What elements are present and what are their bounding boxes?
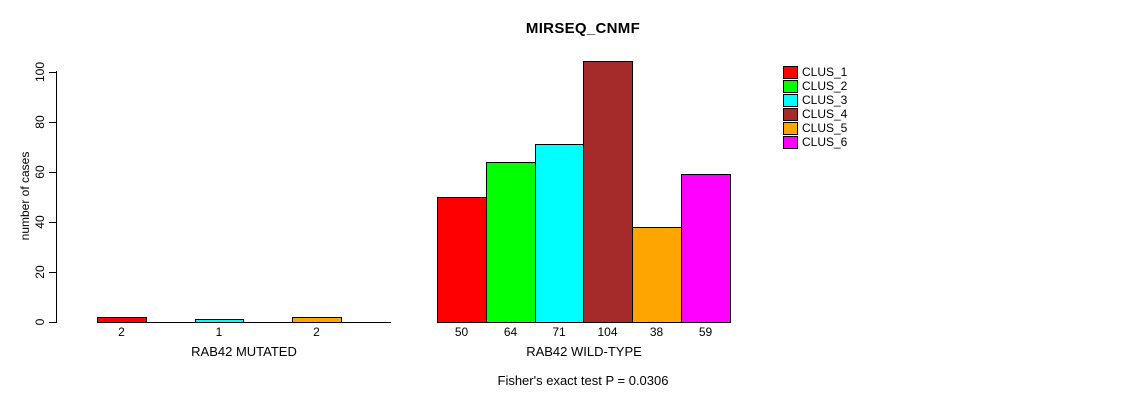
- legend-item-clus_3: CLUS_3: [783, 94, 847, 107]
- legend-item-clus_1: CLUS_1: [783, 66, 847, 79]
- legend-label: CLUS_6: [802, 135, 848, 149]
- legend-swatch-icon: [783, 136, 798, 149]
- legend-swatch-icon: [783, 80, 798, 93]
- legend-item-clus_6: CLUS_6: [783, 136, 847, 149]
- x-axis-group-label: RAB42 MUTATED: [191, 344, 297, 359]
- bar-value-label: 2: [118, 325, 125, 339]
- bar-value-label: 104: [597, 325, 618, 339]
- bar-clus_6: [681, 174, 731, 323]
- x-axis-baseline: [97, 322, 391, 323]
- bar-clus_2: [486, 162, 536, 323]
- legend-item-clus_2: CLUS_2: [783, 80, 847, 93]
- bar-clus_5: [632, 227, 682, 323]
- chart-title: MIRSEQ_CNMF: [525, 20, 641, 37]
- y-axis-tick-label: 40: [33, 215, 47, 229]
- bar-clus_1: [437, 197, 487, 323]
- legend-label: CLUS_3: [802, 93, 848, 107]
- bar-value-label: 2: [313, 325, 320, 339]
- y-axis-tick-label: 60: [33, 165, 47, 179]
- legend-label: CLUS_1: [802, 65, 848, 79]
- bar-value-label: 64: [503, 325, 518, 339]
- legend-swatch-icon: [783, 108, 798, 121]
- legend-swatch-icon: [783, 66, 798, 79]
- y-axis-tick: [49, 72, 57, 73]
- bar-value-label: 1: [215, 325, 223, 339]
- y-axis-tick-label: 0: [33, 318, 47, 326]
- legend-label: CLUS_5: [802, 121, 848, 135]
- y-axis-tick: [49, 272, 57, 273]
- y-axis-tick-label: 20: [33, 265, 47, 279]
- bar-clus_3: [195, 319, 244, 323]
- legend-swatch-icon: [783, 122, 798, 135]
- x-axis-group-label: RAB42 WILD-TYPE: [526, 344, 642, 359]
- legend-item-clus_5: CLUS_5: [783, 122, 847, 135]
- legend-item-clus_4: CLUS_4: [783, 108, 847, 121]
- legend-label: CLUS_2: [802, 79, 848, 93]
- legend-swatch-icon: [783, 94, 798, 107]
- bar-clus_1: [97, 317, 147, 323]
- bar-value-label: 38: [649, 325, 664, 339]
- y-axis-line: [56, 71, 57, 323]
- bar-value-label: 71: [552, 325, 566, 339]
- y-axis-tick: [49, 222, 57, 223]
- y-axis-tick-label: 80: [33, 115, 47, 129]
- legend-label: CLUS_4: [802, 107, 848, 121]
- fisher-test-note: Fisher's exact test P = 0.0306: [497, 373, 669, 388]
- bar-value-label: 50: [454, 325, 469, 339]
- bar-clus_5: [292, 317, 342, 323]
- y-axis-tick: [49, 322, 57, 323]
- y-axis-tick: [49, 122, 57, 123]
- bar-value-label: 59: [698, 325, 713, 339]
- y-axis-label: number of cases: [18, 151, 32, 241]
- y-axis-tick: [49, 172, 57, 173]
- bar-clus_3: [535, 144, 584, 323]
- bar-clus_4: [583, 61, 633, 323]
- y-axis-tick-label: 100: [33, 61, 47, 83]
